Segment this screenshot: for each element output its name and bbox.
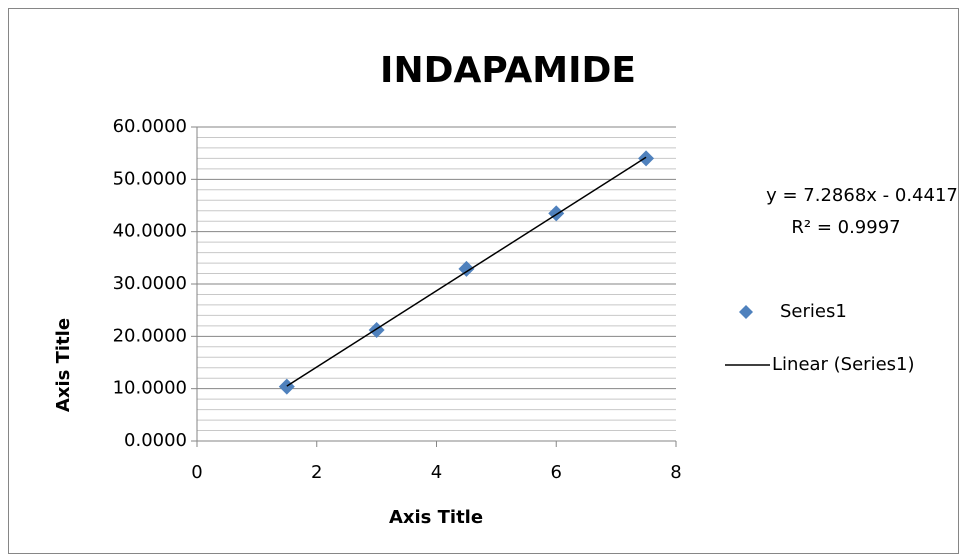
y-tick-label: 40.0000 [113,221,187,242]
point [638,150,655,167]
x-tick-label: 6 [551,462,562,483]
x-axis-title: Axis Title [389,507,483,528]
point [278,378,295,395]
legend-label: Linear (Series1) [772,354,915,375]
x-tick-label: 2 [311,462,322,483]
y-tick-label: 30.0000 [113,273,187,294]
trend-equation: y = 7.2868x - 0.4417 [766,185,958,206]
y-tick-label: 60.0000 [113,116,187,137]
legend-label: Series1 [780,301,847,322]
y-tick-label: 20.0000 [113,325,187,346]
x-tick-label: 4 [431,462,442,483]
y-axis-title: Axis Title [53,318,74,412]
legend-marker [739,305,753,319]
trend-r-squared: R² = 0.9997 [791,217,900,238]
point [458,260,475,277]
chart-title: INDAPAMIDE [380,50,636,91]
y-tick-label: 50.0000 [113,168,187,189]
trend-line [286,156,647,387]
x-tick-label: 0 [191,462,202,483]
y-tick-label: 0.0000 [124,430,187,451]
y-tick-label: 10.0000 [113,378,187,399]
chart-border [8,8,959,554]
x-tick-label: 8 [670,462,681,483]
